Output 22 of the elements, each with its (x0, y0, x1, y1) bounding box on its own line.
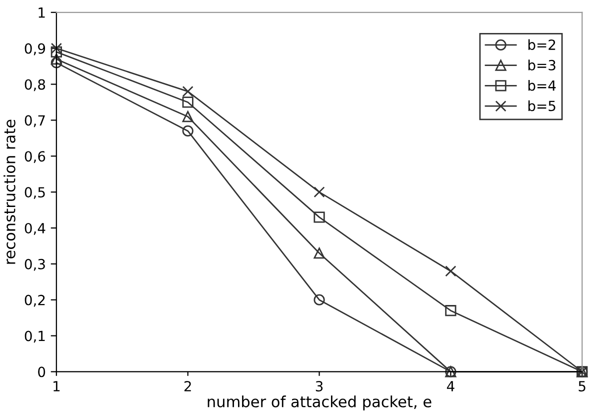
y-axis-title: reconstruction rate (4, 120, 16, 264)
y-tick-label: 0,8 (24, 79, 46, 92)
x-tick-label: 3 (316, 380, 323, 392)
y-tick-label: 0,5 (24, 187, 45, 199)
x-tick-label: 4 (446, 381, 454, 392)
y-tick-label: 0,2 (24, 294, 45, 307)
legend-label: b=2 (528, 39, 556, 50)
y-tick-label: 0,3 (24, 258, 45, 271)
y-tick-label: 0,9 (24, 43, 46, 56)
x-tick-label: 5 (578, 381, 586, 392)
y-tick-label: 0,4 (24, 222, 46, 235)
y-tick-label: 0 (38, 366, 46, 378)
x-tick-label: 2 (184, 380, 191, 392)
x-axis-title: number of attacked packet, e (208, 396, 432, 410)
y-tick-label: 0,6 (24, 151, 46, 164)
x-tick-label: 1 (54, 381, 60, 392)
legend-label: b=4 (528, 80, 556, 91)
legend-label: b=3 (528, 60, 556, 70)
y-tick-label: 0,7 (24, 115, 45, 128)
legend-label: b=5 (528, 100, 556, 112)
y-tick-label: 1 (38, 8, 45, 18)
y-tick-label: 0,1 (24, 330, 45, 343)
